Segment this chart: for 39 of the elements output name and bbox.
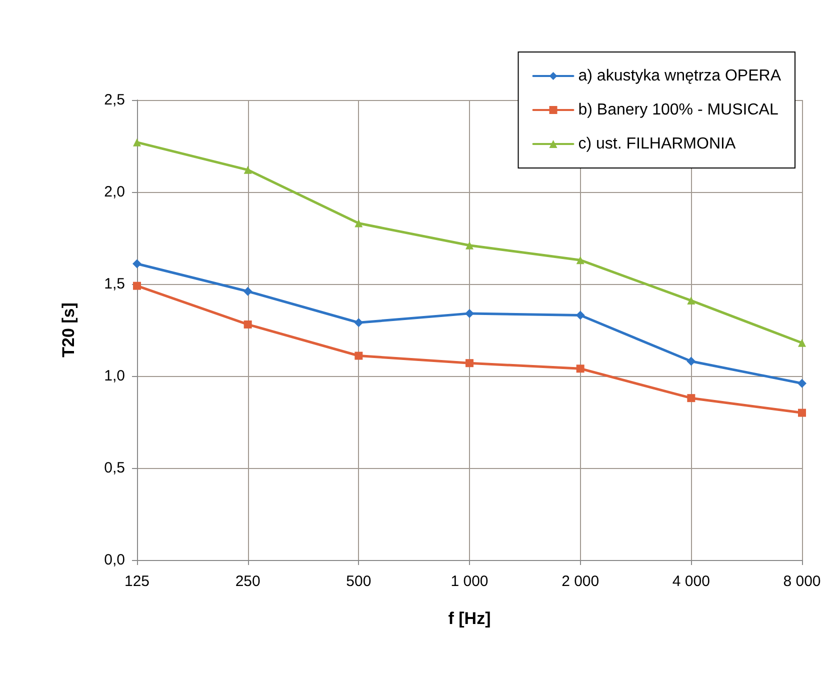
x-tick-label: 2 000 <box>562 573 600 590</box>
point <box>132 259 142 268</box>
point <box>687 394 696 402</box>
point <box>576 364 584 373</box>
y-tick-label: 2,0 <box>104 184 125 200</box>
point <box>354 219 363 228</box>
y-tick-label: 2,5 <box>104 92 125 108</box>
x-tick-label: 250 <box>235 573 260 590</box>
point <box>687 296 696 305</box>
point <box>354 352 363 360</box>
point <box>354 318 364 328</box>
point <box>244 320 252 328</box>
point <box>576 256 584 264</box>
x-axis-title: f [Hz] <box>448 609 491 628</box>
point <box>133 138 141 146</box>
point <box>798 378 806 388</box>
point <box>576 310 585 320</box>
point <box>244 166 252 174</box>
y-tick-label: 0,0 <box>104 552 125 568</box>
y-tick-label: 1,0 <box>104 368 125 384</box>
point <box>133 282 141 290</box>
point <box>243 286 252 296</box>
y-tick-label: 1,5 <box>104 276 125 292</box>
point <box>466 359 474 368</box>
x-tick-label: 500 <box>346 573 372 590</box>
point <box>686 356 696 366</box>
legend-label: a) akustyka wnętrza OPERA <box>578 68 782 84</box>
point <box>798 408 806 417</box>
legend-label: b) Banery 100% - MUSICAL <box>578 102 778 118</box>
x-tick-label: 8 000 <box>783 573 821 590</box>
x-tick-label: 4 000 <box>672 573 710 590</box>
point <box>465 308 474 318</box>
y-tick-label: 0,5 <box>104 460 125 476</box>
x-tick-label: 125 <box>124 573 150 590</box>
point <box>466 241 474 250</box>
y-axis-title: T20 [s] <box>59 302 78 358</box>
x-tick-label: 1 000 <box>450 573 488 590</box>
point <box>798 338 806 347</box>
legend-label: c) ust. FILHARMONIA <box>578 136 736 152</box>
